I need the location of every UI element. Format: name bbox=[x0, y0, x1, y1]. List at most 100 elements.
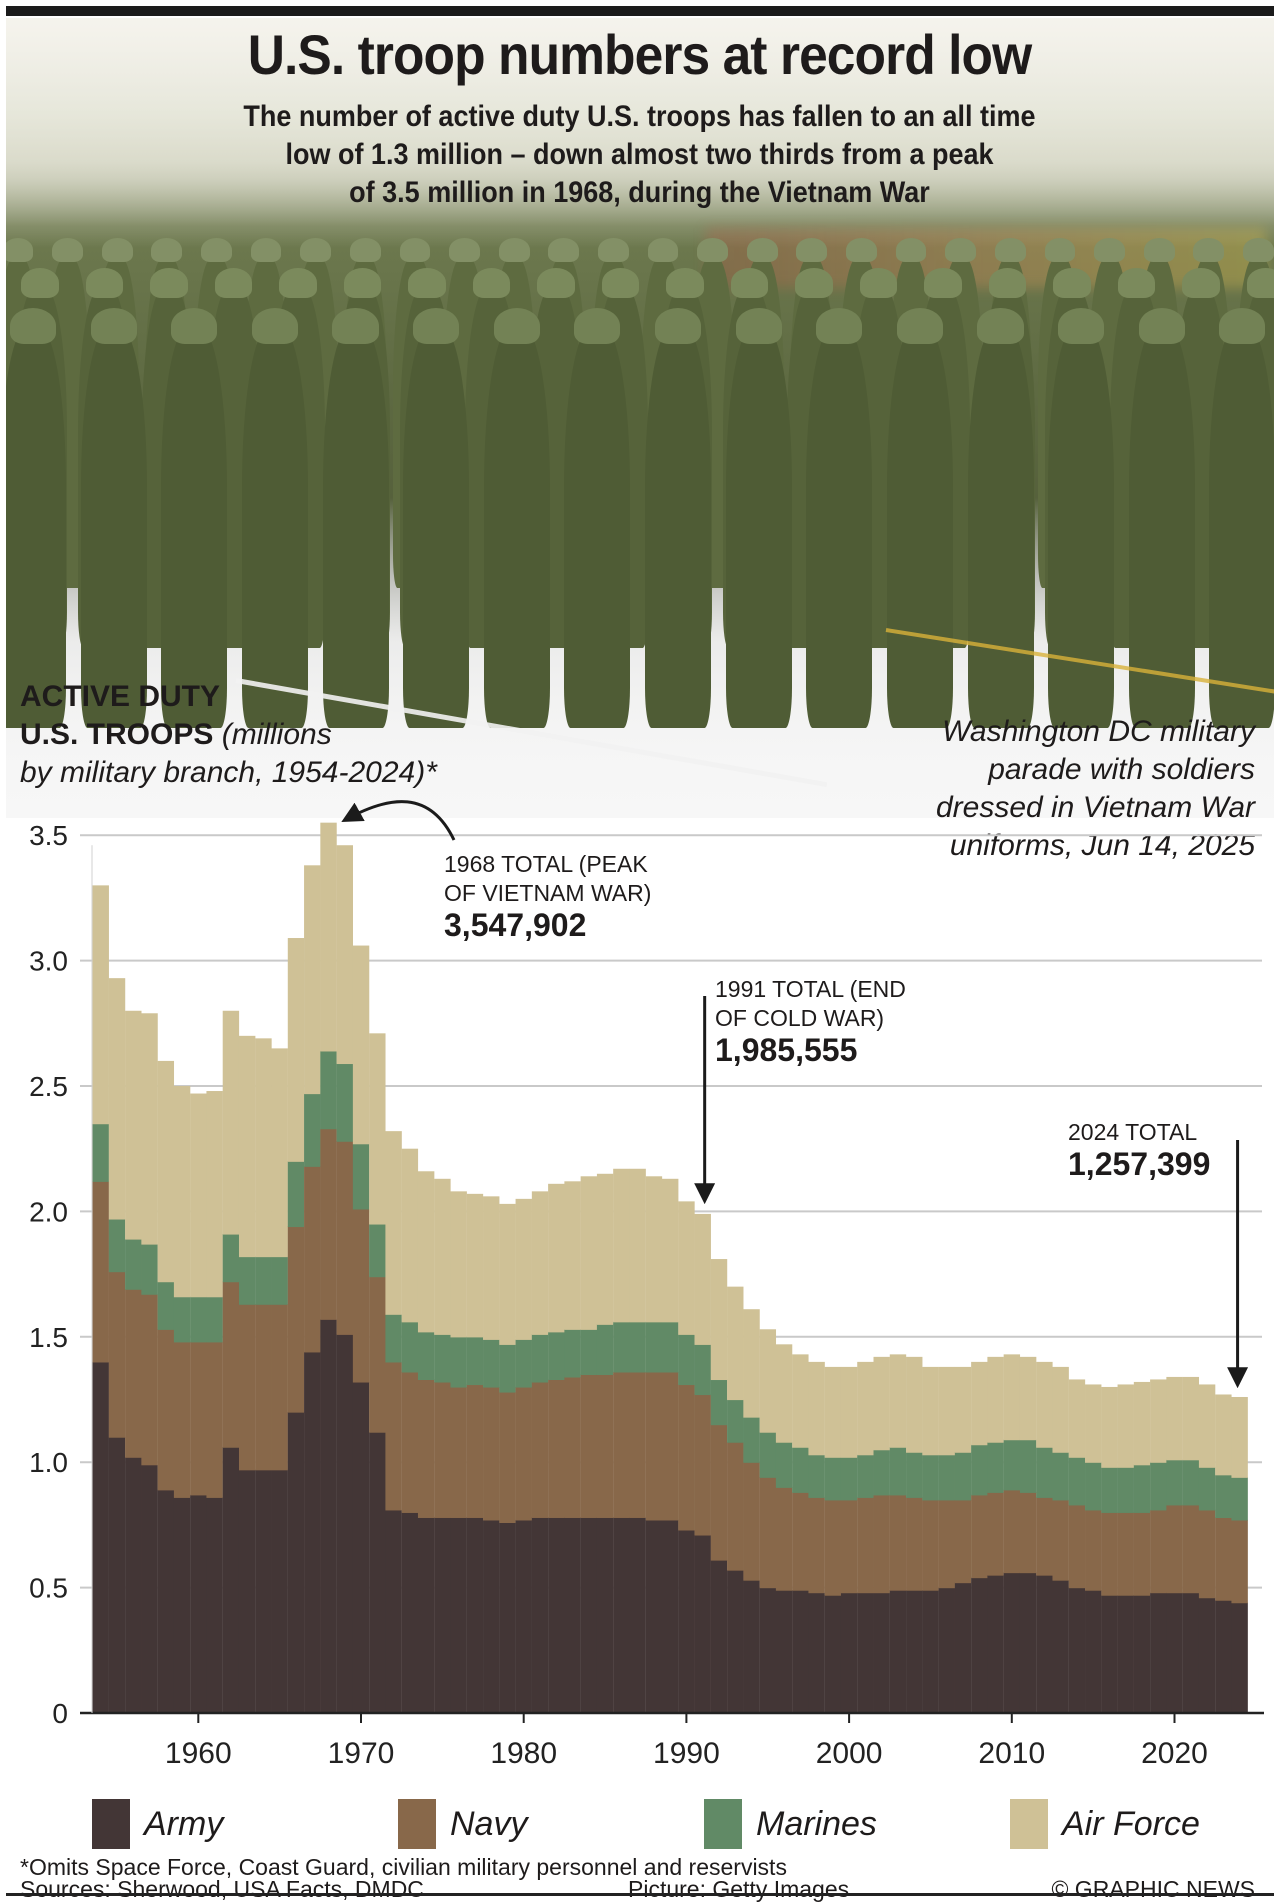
bar-marines-1959 bbox=[173, 1296, 191, 1343]
bar-navy-1988 bbox=[645, 1371, 663, 1521]
bar-air-force-1978 bbox=[483, 1196, 500, 1340]
bar-army-1993 bbox=[727, 1570, 744, 1714]
legend: Army Navy Marines Air Force bbox=[0, 1798, 1279, 1850]
annotation-text: OF VIETNAM WAR) bbox=[444, 880, 652, 906]
bar-marines-2015 bbox=[1085, 1462, 1102, 1511]
bar-navy-1998 bbox=[808, 1497, 825, 1594]
bar-marines-1960 bbox=[190, 1296, 207, 1343]
subtitle-line: The number of active duty U.S. troops ha… bbox=[243, 100, 1036, 133]
bar-marines-1990 bbox=[678, 1334, 695, 1386]
bar-marines-1966 bbox=[287, 1161, 305, 1228]
bar-army-1978 bbox=[483, 1519, 500, 1714]
bar-air-force-1970 bbox=[352, 945, 370, 1145]
bar-marines-1954 bbox=[92, 1123, 109, 1182]
bar-navy-1980 bbox=[515, 1386, 532, 1521]
bar-marines-1962 bbox=[222, 1233, 240, 1283]
bar-navy-1985 bbox=[596, 1374, 614, 1518]
bar-army-2022 bbox=[1198, 1597, 1216, 1714]
bar-air-force-1990 bbox=[678, 1201, 695, 1335]
bar-marines-1993 bbox=[727, 1399, 744, 1443]
bar-navy-1968 bbox=[320, 1128, 337, 1320]
bar-navy-1990 bbox=[678, 1384, 695, 1531]
bar-air-force-1967 bbox=[304, 865, 321, 1095]
bar-army-1964 bbox=[255, 1469, 272, 1714]
bar-air-force-1993 bbox=[727, 1286, 744, 1401]
bar-navy-1991 bbox=[694, 1394, 711, 1536]
bar-navy-1960 bbox=[190, 1341, 207, 1496]
bar-air-force-2015 bbox=[1085, 1384, 1102, 1463]
bar-air-force-2004 bbox=[906, 1356, 923, 1453]
bar-air-force-1985 bbox=[596, 1173, 614, 1325]
bar-army-1985 bbox=[596, 1517, 614, 1714]
subtitle: The number of active duty U.S. troops ha… bbox=[64, 98, 1215, 212]
bar-marines-2023 bbox=[1215, 1474, 1232, 1518]
subtitle-line: low of 1.3 million – down almost two thi… bbox=[285, 138, 994, 171]
bar-navy-2008 bbox=[971, 1494, 988, 1579]
bar-navy-2013 bbox=[1052, 1499, 1069, 1581]
bar-army-1994 bbox=[743, 1580, 760, 1714]
x-tick-label: 1960 bbox=[165, 1737, 232, 1770]
bar-marines-1965 bbox=[271, 1256, 288, 1305]
bar-marines-2005 bbox=[922, 1454, 939, 1501]
bar-army-1977 bbox=[466, 1517, 484, 1714]
copyright: © GRAPHIC NEWS bbox=[1051, 1876, 1255, 1902]
bar-air-force-2009 bbox=[987, 1356, 1004, 1443]
bar-air-force-1987 bbox=[629, 1168, 646, 1323]
bar-marines-2017 bbox=[1117, 1467, 1134, 1513]
bar-air-force-2002 bbox=[873, 1356, 890, 1451]
bar-air-force-1957 bbox=[141, 1013, 158, 1245]
annotation-value: 3,547,902 bbox=[444, 907, 587, 943]
bar-army-2007 bbox=[954, 1582, 972, 1714]
bar-marines-1985 bbox=[596, 1324, 614, 1376]
bar-army-1954 bbox=[92, 1361, 109, 1714]
bar-army-1966 bbox=[287, 1412, 305, 1714]
legend-label: Marines bbox=[756, 1804, 877, 1843]
bar-marines-2007 bbox=[954, 1452, 972, 1501]
bar-marines-2001 bbox=[857, 1454, 874, 1498]
bar-navy-1964 bbox=[255, 1304, 272, 1471]
bar-marines-1982 bbox=[548, 1331, 565, 1381]
bar-navy-2023 bbox=[1215, 1517, 1232, 1601]
stacked-bar-chart: 0 0.5 1.0 1.5 2.0 2.5 3.0 3.5 1960 1970 1980 1990 2… bbox=[29, 800, 1264, 1770]
bar-army-1968 bbox=[320, 1319, 337, 1714]
bar-army-1955 bbox=[108, 1437, 126, 1714]
bar-navy-1999 bbox=[824, 1499, 842, 1596]
top-rule bbox=[6, 6, 1274, 16]
bar-navy-1994 bbox=[743, 1462, 760, 1581]
page-title: U.S. troop numbers at record low bbox=[247, 23, 1032, 86]
bar-air-force-2022 bbox=[1198, 1384, 1216, 1468]
bar-marines-2010 bbox=[1003, 1439, 1021, 1491]
bar-air-force-1982 bbox=[548, 1183, 565, 1333]
bar-navy-1955 bbox=[108, 1271, 126, 1438]
bar-air-force-1964 bbox=[255, 1038, 272, 1258]
bar-army-2002 bbox=[873, 1592, 890, 1714]
x-tick-label: 1970 bbox=[328, 1737, 395, 1770]
bar-marines-1974 bbox=[417, 1331, 435, 1381]
bar-air-force-1991 bbox=[694, 1213, 711, 1345]
bar-air-force-1998 bbox=[808, 1361, 825, 1456]
bar-navy-1979 bbox=[499, 1391, 516, 1523]
y-tick-label: 1.0 bbox=[29, 1447, 68, 1478]
bar-air-force-1961 bbox=[206, 1091, 223, 1298]
bar-air-force-1997 bbox=[792, 1354, 809, 1448]
bar-marines-1963 bbox=[238, 1256, 256, 1305]
bar-navy-2004 bbox=[906, 1497, 923, 1591]
bar-marines-2016 bbox=[1101, 1467, 1118, 1513]
bar-army-1972 bbox=[385, 1509, 402, 1714]
bar-army-1986 bbox=[613, 1517, 630, 1714]
bar-marines-2018 bbox=[1133, 1464, 1151, 1513]
bar-air-force-2016 bbox=[1101, 1386, 1118, 1468]
bar-army-1971 bbox=[369, 1432, 386, 1714]
bar-army-2012 bbox=[1036, 1575, 1053, 1714]
bar-army-2005 bbox=[922, 1590, 939, 1714]
bar-navy-2015 bbox=[1085, 1509, 1102, 1591]
x-tick-label: 1980 bbox=[490, 1737, 557, 1770]
bar-army-2001 bbox=[857, 1592, 874, 1714]
bar-navy-2007 bbox=[954, 1499, 972, 1584]
bar-army-1965 bbox=[271, 1469, 288, 1714]
bar-army-2024 bbox=[1231, 1602, 1248, 1714]
bar-marines-2009 bbox=[987, 1442, 1004, 1493]
legend-swatch-marines bbox=[704, 1799, 742, 1849]
bar-marines-1964 bbox=[255, 1256, 272, 1305]
annotation-value: 1,257,399 bbox=[1068, 1146, 1211, 1182]
